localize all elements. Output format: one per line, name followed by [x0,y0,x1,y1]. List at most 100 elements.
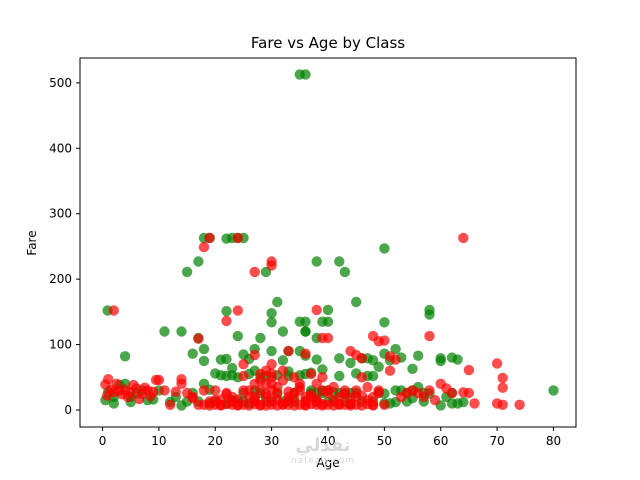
series-1-point-45 [384,365,396,376]
series-1-point-15 [322,332,334,344]
series-1-point-189 [249,378,260,389]
series-0-point-16 [351,296,362,308]
series-1-point-171 [249,349,260,361]
x-tick-label-2: 20 [208,434,223,448]
series-0-point-21 [221,306,232,317]
series-0-point-33 [176,326,187,337]
series-1-point-29 [514,399,525,410]
series-1-point-18 [356,353,367,364]
series-0-point-55 [413,350,424,361]
series-1-point-157 [305,368,317,380]
series-1-point-169 [373,385,384,396]
x-axis-label: Age [316,456,339,470]
series-1-point-101 [122,391,134,403]
series-1-point-85 [159,385,170,396]
series-1-point-46 [379,399,390,410]
y-tick-label-3: 300 [49,207,72,221]
series-1-point-1 [458,232,469,244]
x-tick-label-5: 50 [377,434,392,448]
series-1-point-140 [210,385,221,396]
series-0-point-99 [277,355,289,366]
series-1-point-32 [469,398,480,409]
x-tick-label-0: 0 [99,434,107,448]
series-1-point-166 [356,390,367,401]
series-0-point-35 [232,330,243,342]
series-1-point-183 [317,372,328,383]
series-1-point-139 [367,399,379,410]
series-0-point-27 [294,316,305,327]
series-0-point-47 [311,354,322,365]
series-1-point-108 [187,393,198,404]
series-1-point-4 [266,260,277,271]
series-1-point-24 [424,330,435,342]
series-1-point-8 [232,305,243,316]
series-1-point-27 [497,372,508,384]
x-tick-label-7: 70 [489,434,504,448]
series-1-point-102 [128,379,139,391]
series-1-point-78 [198,385,210,396]
series-0-point-39 [198,343,210,355]
series-1-point-152 [277,365,289,376]
plot-frame [79,57,577,428]
series-1-point-106 [150,374,162,386]
series-1-point-105 [145,391,156,402]
y-axis: 0 100 200 300 400 500 [49,76,80,417]
series-0-point-29 [322,316,334,327]
series-0-point-63 [215,354,227,365]
series-1-point-186 [266,372,277,383]
x-axis: 0 10 20 30 40 50 60 70 80 [99,427,561,448]
series-1-point-12 [283,345,294,357]
y-tick-label-5: 500 [49,76,72,90]
series-1-point-28 [497,382,508,393]
series-1-point-23 [390,354,401,365]
series-0-point-109 [334,370,345,382]
series-0-point-72 [407,363,418,374]
series-0-point-68 [317,364,328,375]
series-1-point-13 [300,348,311,359]
series-0-point-15 [272,296,283,308]
series-0-point-31 [300,326,311,337]
series-1-point-99 [111,378,122,389]
series-0-point-5 [311,256,322,267]
series-1-point-5 [249,266,260,278]
series-1-point-150 [266,359,277,370]
x-tick-label-6: 60 [433,434,448,448]
series-1-point-38 [429,395,441,406]
series-0-point-25 [379,317,390,328]
x-tick-label-8: 80 [546,434,561,448]
series-1-point-107 [176,374,187,385]
series-1-point-145 [238,370,249,382]
chart-title: Fare vs Age by Class [251,34,405,52]
series-1-point-26 [491,358,503,369]
series-1-point-178 [289,393,300,404]
series-0-point-18 [424,309,435,320]
series-0-point-10 [221,233,232,244]
series-1-point-182 [311,394,322,405]
series-0-point-43 [266,345,277,357]
series-1-point-31 [497,399,508,410]
series-0-point-1 [300,69,311,80]
series-1-point-7 [221,315,232,327]
series-0-point-77 [548,385,559,396]
y-tick-label-4: 400 [49,141,72,155]
series-0-point-49 [345,357,356,369]
series-0-point-169 [446,398,458,409]
series-0-point-52 [373,361,384,372]
series-0-point-48 [334,353,345,364]
series-1-point-104 [139,382,150,393]
series-1-point-21 [379,335,390,346]
series-1-point-9 [311,304,322,316]
series-1-point-34 [458,387,469,398]
x-tick-label-1: 10 [151,434,166,448]
series-1-point-25 [463,364,475,376]
series-0-point-19 [322,304,334,316]
series-1-point-103 [134,393,145,405]
series-0-point-3 [334,256,345,267]
series-1-point-161 [328,381,339,393]
series-1-point-167 [362,381,373,393]
series-0-point-61 [187,348,198,359]
y-tick-label-1: 100 [49,338,72,352]
series-0-point-64 [227,362,238,374]
series-1-point-179 [294,378,305,389]
